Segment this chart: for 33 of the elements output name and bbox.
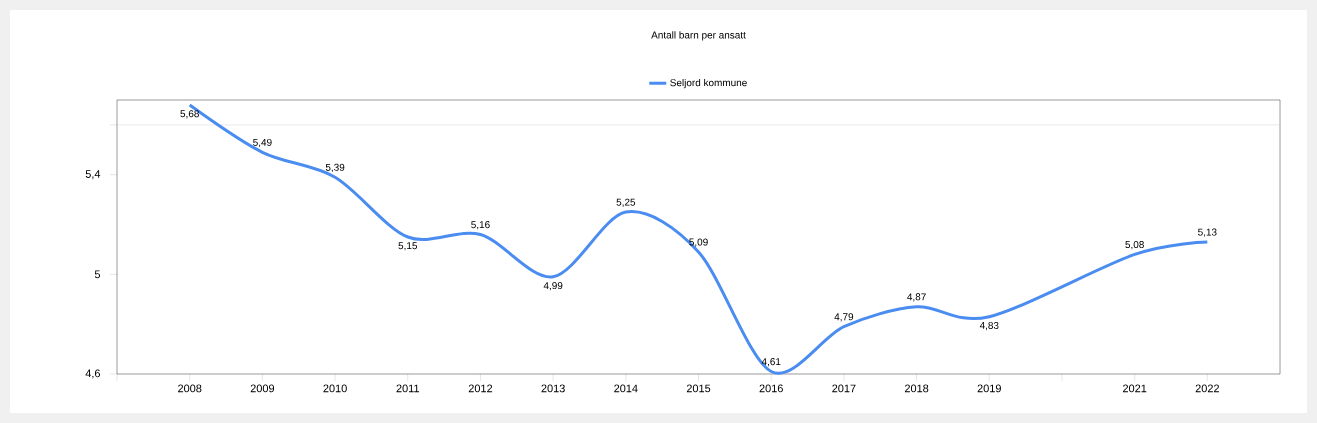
x-tick-label: 2011 bbox=[396, 384, 420, 393]
data-label: 5,68 bbox=[180, 110, 199, 119]
data-label: 5,09 bbox=[689, 238, 708, 247]
x-tick-label: 2008 bbox=[178, 384, 202, 393]
x-tick-label: 2018 bbox=[904, 384, 929, 393]
x-tick-label: 2022 bbox=[1195, 384, 1219, 393]
x-tick-label: 2012 bbox=[468, 384, 493, 393]
x-tick-label: 2009 bbox=[250, 384, 275, 393]
data-label: 4,99 bbox=[543, 282, 563, 291]
data-label: 4,61 bbox=[761, 358, 781, 367]
x-tick-label: 2014 bbox=[614, 384, 638, 393]
data-label: 5,08 bbox=[1125, 241, 1144, 250]
x-tick-label: 2010 bbox=[323, 384, 347, 393]
x-tick-label: 2019 bbox=[977, 384, 1001, 393]
data-label: 4,79 bbox=[834, 313, 854, 322]
legend-label: Seljord kommune bbox=[670, 78, 747, 89]
x-tick-label: 2021 bbox=[1123, 384, 1147, 393]
data-label: 5,15 bbox=[398, 242, 418, 251]
data-label: 5,49 bbox=[253, 138, 272, 148]
data-label: 4,87 bbox=[907, 293, 926, 302]
y-tick-label: 5 bbox=[94, 270, 101, 279]
x-tick-label: 2016 bbox=[759, 384, 783, 393]
data-label: 5,16 bbox=[471, 221, 490, 230]
data-label: 5,39 bbox=[325, 163, 345, 173]
data-label: 4,83 bbox=[979, 321, 999, 331]
chart-title: Antall barn per ansatt bbox=[651, 31, 746, 41]
x-tick-label: 2017 bbox=[832, 384, 856, 393]
y-tick-label: 4,6 bbox=[85, 369, 101, 379]
data-label: 5,25 bbox=[616, 198, 636, 207]
x-tick-label: 2013 bbox=[541, 384, 565, 393]
x-tick-label: 2015 bbox=[686, 384, 711, 393]
data-label: 5,13 bbox=[1198, 228, 1217, 237]
y-tick-label: 5,4 bbox=[85, 170, 101, 180]
